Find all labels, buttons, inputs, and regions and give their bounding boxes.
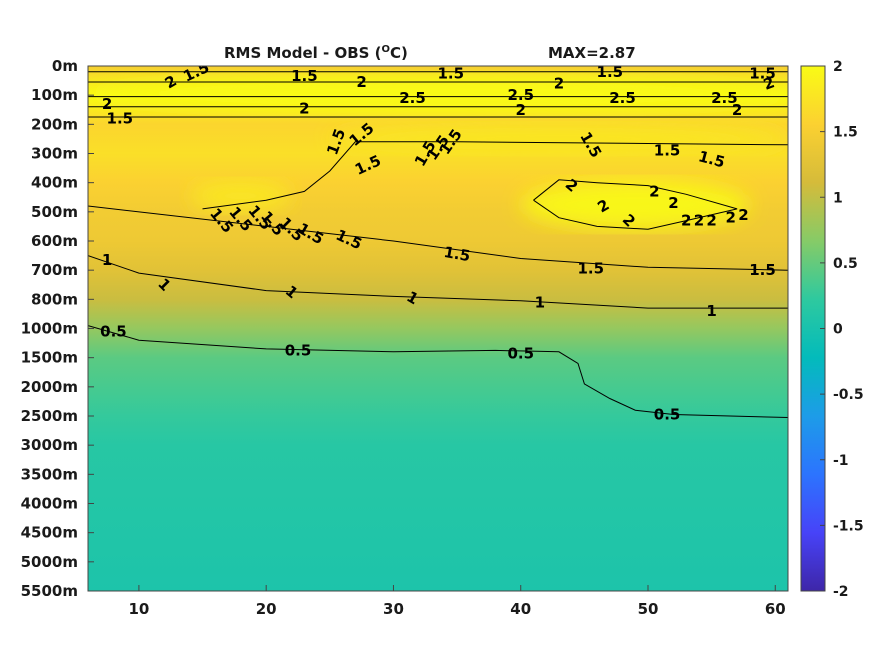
y-tick-label: 1000m — [21, 320, 78, 338]
contour-label: 1.5 — [107, 110, 134, 128]
heatmap-field — [88, 66, 788, 591]
contour-label: 1.5 — [291, 67, 318, 85]
heatmap-patch-right-yellow-patch — [520, 179, 750, 230]
y-tick-label: 600m — [31, 232, 78, 250]
y-tick-label: 3000m — [21, 436, 78, 454]
x-axis: 10 20 30 40 50 60 — [128, 585, 786, 618]
title-unit: C) — [390, 44, 408, 62]
contour-label: 1.5 — [597, 63, 624, 81]
x-tick-label: 60 — [765, 600, 786, 618]
contour-lines — [88, 71, 788, 418]
contour-label: 1.5 — [437, 64, 464, 82]
contour-label: 2 — [649, 182, 659, 200]
contour-line — [202, 141, 788, 210]
contour-label: 2 — [726, 209, 736, 227]
colorbar-tick-label: 0 — [833, 322, 843, 338]
y-tick-label: 800m — [31, 290, 78, 308]
title-unit-superscript: O — [382, 44, 391, 55]
colorbar-tick-label: -2 — [833, 584, 849, 600]
colorbar-tick-label: 2 — [833, 59, 843, 75]
heatmap-patch-left-yellow-patch — [189, 179, 292, 212]
contour-label: 0.5 — [100, 322, 127, 340]
contour-label: 2 — [516, 101, 526, 119]
contour-line — [88, 205, 788, 271]
contour-label: 2 — [681, 212, 691, 230]
contour-label: 2.5 — [399, 89, 426, 107]
max-label: MAX=2.87 — [548, 44, 636, 62]
contour-label: 2 — [694, 212, 704, 230]
colorbar-tick-label: 0.5 — [833, 256, 858, 272]
contour-label: 2 — [738, 206, 748, 224]
y-tick-label: 500m — [31, 203, 78, 221]
colorbar-ticks: 2 1.5 1 0.5 0 -0.5 -1 -1.5 -2 — [820, 59, 864, 600]
contour-label: 0.5 — [285, 341, 312, 359]
x-tick-label: 50 — [638, 600, 659, 618]
y-tick-label: 0m — [52, 57, 78, 75]
y-tick-label: 400m — [31, 174, 78, 192]
contour-label: 2.5 — [711, 89, 738, 107]
colorbar-tick-label: -1 — [833, 453, 849, 469]
contour-label: 1.5 — [749, 261, 776, 279]
x-tick-label: 10 — [128, 600, 149, 618]
contour-label: 2 — [102, 95, 112, 113]
y-tick-label: 3500m — [21, 465, 78, 483]
contour-label: 0.5 — [507, 344, 534, 362]
y-tick-label: 5500m — [21, 582, 78, 600]
contour-label: 1.5 — [749, 64, 776, 82]
contour-label: 1 — [706, 302, 716, 320]
contour-label: 2 — [356, 73, 366, 91]
y-tick-label: 100m — [31, 86, 78, 104]
contour-label: 1 — [535, 293, 545, 311]
contour-line — [88, 325, 788, 418]
y-tick-label: 2500m — [21, 407, 78, 425]
contour-label: 1 — [102, 251, 112, 269]
colorbar-tick-label: 1.5 — [833, 125, 858, 141]
colorbar-tick-label: -0.5 — [833, 387, 864, 403]
contour-label: 2 — [554, 75, 564, 93]
y-tick-label: 4500m — [21, 524, 78, 542]
x-tick-label: 40 — [510, 600, 531, 618]
contour-label: 2 — [299, 99, 309, 117]
y-tick-label: 4000m — [21, 495, 78, 513]
contour-line — [533, 179, 738, 230]
heatmap-patch-mid-yellow-strip — [329, 124, 788, 154]
contour-label: 1.5 — [577, 260, 604, 278]
contour-line — [88, 255, 788, 309]
y-tick-label: 300m — [31, 145, 78, 163]
y-tick-label: 200m — [31, 115, 78, 133]
contour-label: 2 — [668, 194, 678, 212]
y-axis: 0m 100m 200m 300m 400m 500m 600m 700m 800m 1000m 1… — [21, 57, 94, 600]
y-tick-label: 700m — [31, 261, 78, 279]
plot-area: 1.5 1.5 1.5 1.5 1.52 2 2 22.5 2.5 2.5 2.52 2 2 21.51.… — [88, 63, 788, 591]
contour-label: 2 — [706, 212, 716, 230]
x-tick-label: 20 — [256, 600, 277, 618]
contour-label: 2.5 — [507, 86, 534, 104]
x-tick-label: 30 — [383, 600, 404, 618]
heatmap-patches — [88, 74, 788, 230]
colorbar-tick-label: 1 — [833, 190, 843, 206]
contour-label: 1.5 — [442, 243, 471, 265]
contour-label: 0.5 — [654, 406, 681, 424]
y-tick-label: 1500m — [21, 349, 78, 367]
heatmap-patch-upper-yellow-band — [88, 74, 788, 113]
contour-label: 2.5 — [609, 89, 636, 107]
y-tick-label: 5000m — [21, 553, 78, 571]
contour-label: 2 — [732, 101, 742, 119]
y-tick-label: 2000m — [21, 378, 78, 396]
colorbar-tick-label: -1.5 — [833, 518, 864, 534]
contour-label: 1.5 — [654, 142, 681, 160]
chart-title: RMS Model - OBS (OC) — [224, 44, 408, 62]
